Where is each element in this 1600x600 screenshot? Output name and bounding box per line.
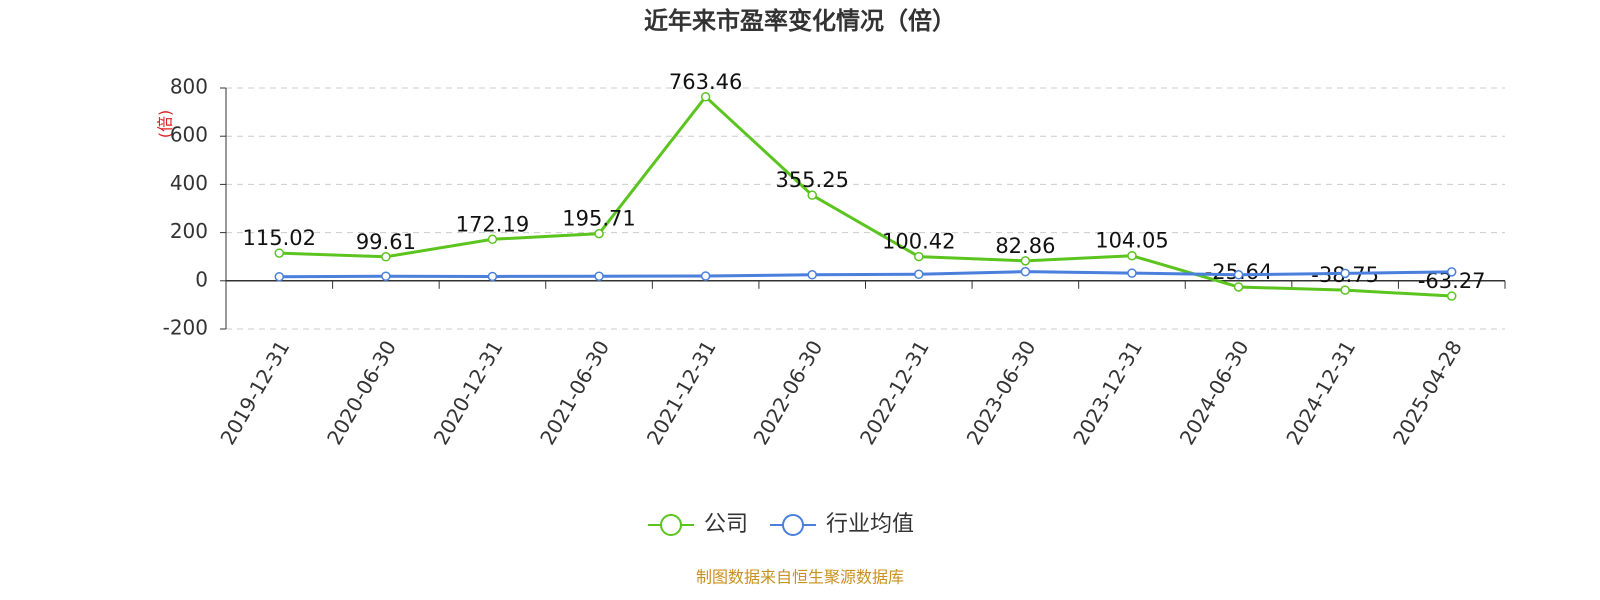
point	[1340, 285, 1350, 295]
chart-title: 近年来市盈率变化情况（倍）	[644, 7, 956, 35]
point	[1020, 256, 1031, 266]
series-line	[279, 270, 1452, 279]
data-label: 763.46	[669, 70, 742, 94]
point	[700, 92, 711, 102]
point	[381, 252, 391, 262]
point	[1446, 291, 1457, 301]
y-tick-label: -200	[163, 316, 208, 340]
point	[1233, 282, 1244, 292]
point	[274, 271, 285, 282]
point	[1020, 266, 1031, 277]
legend-marker	[782, 514, 805, 536]
x-tick-label: 2021-06-30	[535, 336, 614, 449]
data-label: 100.42	[882, 230, 955, 254]
point	[1127, 250, 1137, 261]
legend-marker	[660, 514, 682, 536]
point	[700, 271, 711, 281]
x-tick-label: 2024-12-31	[1281, 336, 1360, 449]
x-tick-label: 2023-06-30	[962, 336, 1041, 449]
y-axis-label: (倍)	[156, 110, 175, 139]
y-tick-label: 200	[170, 219, 208, 243]
y-tick-label: 800	[170, 75, 208, 99]
x-tick-label: 2021-12-31	[642, 336, 721, 449]
x-tick-label: 2025-04-28	[1388, 336, 1467, 449]
data-label: 115.02	[243, 226, 316, 250]
point	[487, 234, 498, 245]
data-label: 104.05	[1095, 229, 1168, 253]
source-note: 制图数据来自恒生聚源数据库	[696, 568, 904, 587]
point	[1127, 268, 1137, 278]
point	[1340, 268, 1350, 279]
data-label: 82.86	[995, 234, 1055, 258]
point	[381, 271, 391, 281]
point	[914, 251, 924, 262]
point	[807, 190, 817, 200]
series-line	[279, 94, 1452, 298]
data-label: 172.19	[456, 212, 529, 236]
legend-label: 公司	[704, 512, 748, 537]
point	[1446, 267, 1457, 277]
point	[274, 248, 285, 258]
point	[1233, 270, 1244, 280]
data-label: 355.25	[775, 168, 848, 192]
x-tick-label: 2023-12-31	[1068, 336, 1147, 449]
y-tick-label: 0	[195, 267, 208, 291]
legend-label: 行业均值	[826, 512, 914, 537]
data-label: 99.61	[356, 230, 416, 254]
x-tick-label: 2024-06-30	[1175, 336, 1254, 449]
y-tick-label: 400	[170, 171, 208, 195]
point	[594, 271, 604, 281]
point	[807, 270, 817, 280]
point	[487, 271, 498, 282]
x-tick-label: 2020-06-30	[322, 336, 401, 449]
x-tick-label: 2022-12-31	[855, 336, 934, 449]
y-tick-label: 600	[170, 123, 208, 147]
x-tick-label: 2020-12-31	[429, 336, 508, 449]
point	[914, 269, 924, 280]
data-label: 195.71	[562, 207, 635, 231]
x-tick-label: 2019-12-31	[215, 336, 294, 449]
x-tick-label: 2022-06-30	[748, 336, 827, 449]
point	[594, 228, 604, 239]
